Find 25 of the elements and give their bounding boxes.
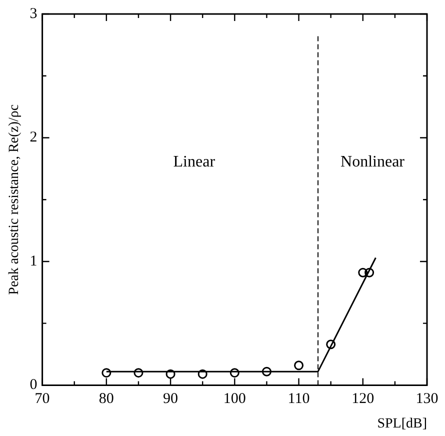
point [102, 368, 112, 378]
point [358, 268, 368, 278]
point [134, 368, 144, 378]
point [198, 369, 208, 379]
x-tick-label: 70 [34, 391, 50, 408]
y-tick-label: 3 [30, 6, 38, 22]
annotation: Linear [173, 154, 216, 171]
y-tick-label: 1 [30, 253, 38, 270]
point [326, 340, 336, 350]
x-tick-label: 90 [163, 391, 178, 408]
point [262, 366, 272, 376]
x-axis-title: SPL[dB] [377, 416, 427, 432]
point [230, 368, 240, 378]
y-tick-label: 0 [30, 377, 38, 394]
point [364, 268, 374, 278]
y-tick-label: 2 [30, 130, 38, 146]
point [294, 360, 304, 370]
y-axis-title: Peak acoustic resistance, Re(z)/ρc [7, 104, 22, 295]
x-tick-label: 130 [416, 391, 438, 408]
x-tick-label: 110 [288, 391, 310, 408]
point [166, 369, 176, 379]
annotation: Nonlinear [340, 154, 406, 171]
x-tick-label: 120 [352, 391, 374, 408]
x-tick-label: 100 [223, 391, 246, 408]
x-tick-label: 80 [98, 391, 114, 408]
